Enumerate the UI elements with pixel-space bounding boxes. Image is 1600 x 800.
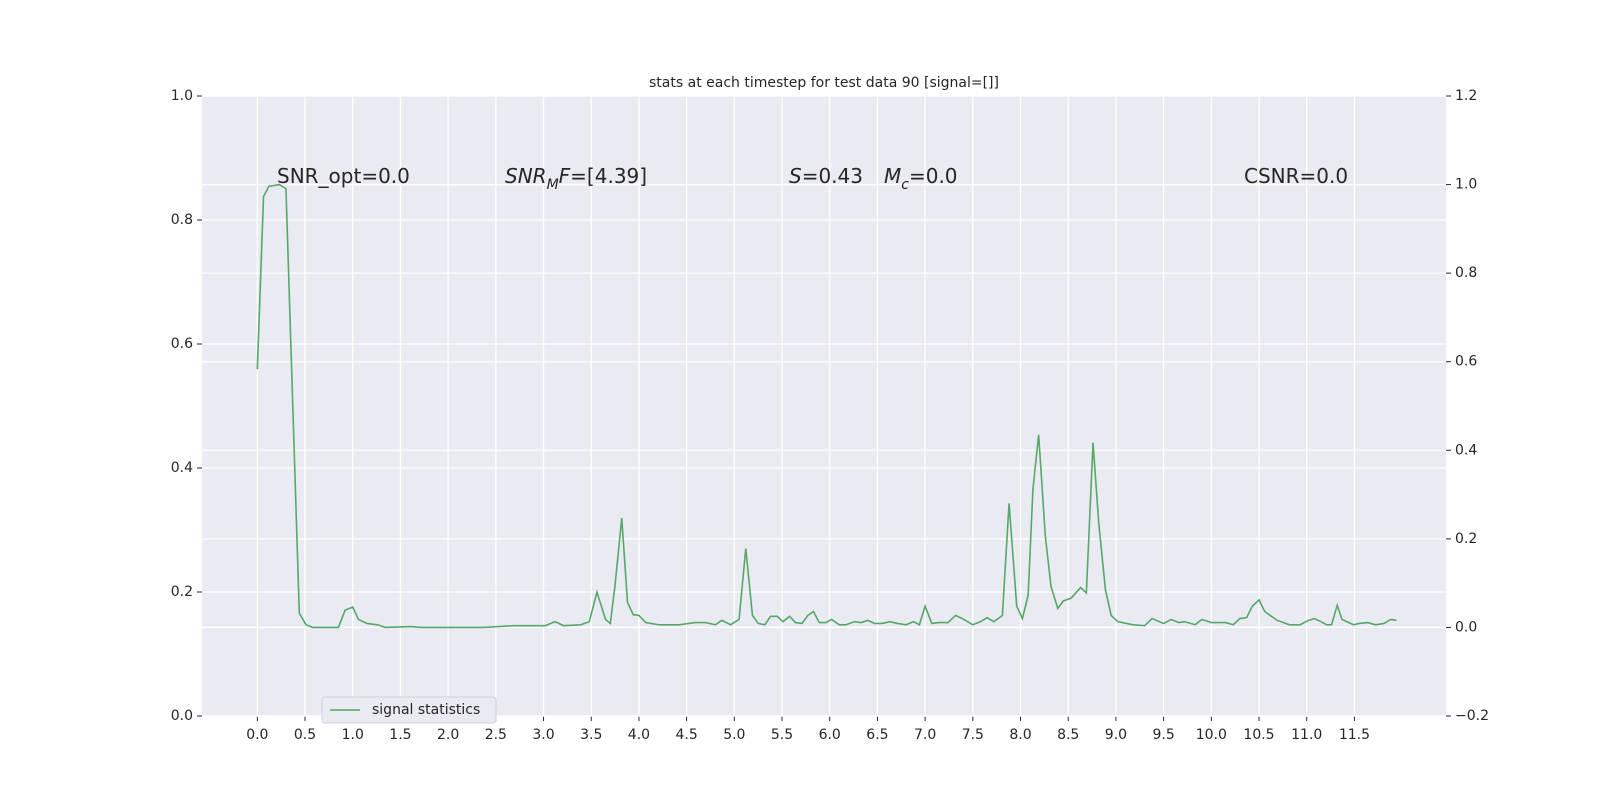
x-tick-label: 10.0 xyxy=(1196,727,1227,743)
annotation-part: =0.43 xyxy=(802,164,863,188)
y-tick-label: 0.4 xyxy=(171,460,193,476)
x-tick-label: 4.5 xyxy=(675,727,697,743)
x-tick-label: 3.5 xyxy=(580,727,602,743)
y2-tick-label: 0.4 xyxy=(1455,442,1477,458)
x-tick-label: 5.5 xyxy=(771,727,793,743)
legend-label: signal statistics xyxy=(372,702,480,718)
legend: signal statistics xyxy=(321,696,497,724)
x-tick-label: 4.0 xyxy=(628,727,650,743)
annotation: Mc=0.0 xyxy=(884,164,958,194)
legend-box xyxy=(321,696,497,724)
annotation-part: =0.0 xyxy=(909,164,958,188)
x-tick-label: 2.5 xyxy=(485,727,507,743)
y-tick-label: 0.2 xyxy=(171,584,193,600)
x-tick-label: 2.0 xyxy=(437,727,459,743)
y-tick-label: 0.8 xyxy=(171,212,193,228)
y2-tick-label: −0.2 xyxy=(1455,708,1489,724)
y-tick-label: 0.0 xyxy=(171,708,193,724)
x-tick-label: 6.0 xyxy=(819,727,841,743)
annotation-part: SNR xyxy=(505,164,547,188)
annotation-part: SNR_opt=0.0 xyxy=(277,164,410,188)
y2-tick-label: 0.6 xyxy=(1455,354,1477,370)
plot-area xyxy=(202,96,1446,716)
x-tick-label: 11.0 xyxy=(1291,727,1322,743)
y-tick-label: 1.0 xyxy=(171,88,193,104)
x-tick-label: 10.5 xyxy=(1243,727,1274,743)
y2-tick-label: 0.8 xyxy=(1455,265,1477,281)
x-tick-label: 9.0 xyxy=(1105,727,1127,743)
annotation-part: c xyxy=(901,177,909,193)
annotation: SNR_opt=0.0 xyxy=(277,164,410,188)
annotation: SNRMF=[4.39] xyxy=(505,164,647,194)
x-tick-label: 0.0 xyxy=(246,727,268,743)
x-tick-label: 11.5 xyxy=(1339,727,1370,743)
x-tick-label: 1.0 xyxy=(342,727,364,743)
y2-tick-label: 0.2 xyxy=(1455,531,1477,547)
x-tick-label: 7.0 xyxy=(914,727,936,743)
annotation-part: =[4.39] xyxy=(570,164,647,188)
annotation-part: F xyxy=(559,164,571,188)
x-tick-label: 7.5 xyxy=(962,727,984,743)
x-tick-label: 8.5 xyxy=(1057,727,1079,743)
annotation-part: M xyxy=(547,177,559,193)
y2-tick-label: 1.0 xyxy=(1455,177,1477,193)
x-tick-label: 6.5 xyxy=(866,727,888,743)
annotation-part: S xyxy=(789,164,802,188)
chart-title: stats at each timestep for test data 90 … xyxy=(649,75,999,91)
x-tick-label: 8.0 xyxy=(1009,727,1031,743)
x-tick-label: 9.5 xyxy=(1152,727,1174,743)
y2-tick-label: 1.2 xyxy=(1455,88,1477,104)
y-tick-label: 0.6 xyxy=(171,336,193,352)
data-line xyxy=(256,183,1397,629)
y2-tick-label: 0.0 xyxy=(1455,619,1477,635)
annotation-part: CSNR=0.0 xyxy=(1244,164,1348,188)
annotation-part: M xyxy=(884,164,901,188)
x-tick-label: 1.5 xyxy=(389,727,411,743)
annotation: S=0.43 xyxy=(789,164,863,188)
x-tick-label: 0.5 xyxy=(294,727,316,743)
annotation: CSNR=0.0 xyxy=(1244,164,1348,188)
x-tick-label: 3.0 xyxy=(532,727,554,743)
x-tick-label: 5.0 xyxy=(723,727,745,743)
